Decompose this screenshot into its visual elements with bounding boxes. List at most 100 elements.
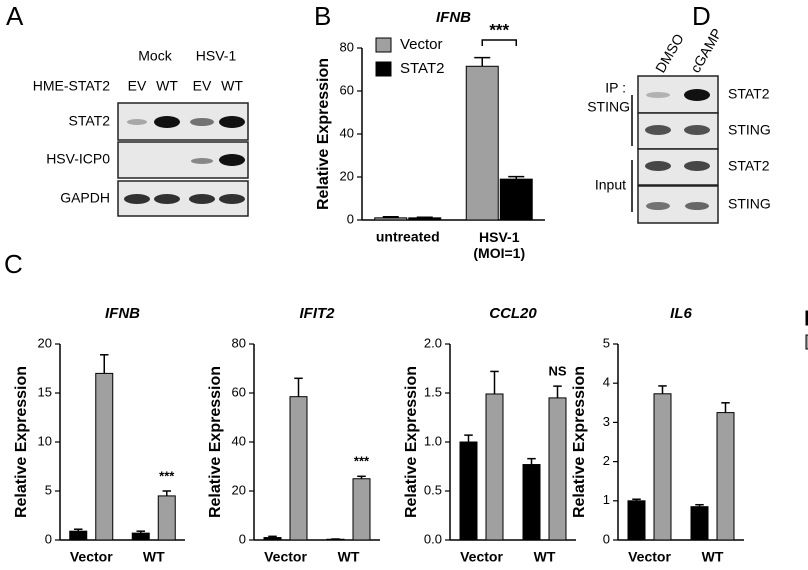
y-tick-label: 1: [603, 492, 610, 507]
band: [190, 118, 214, 126]
y-tick-label: 80: [232, 335, 246, 350]
error-bar: [474, 56, 491, 67]
x-tick-label: Vector: [628, 549, 671, 565]
band-label: STAT2: [728, 158, 770, 174]
error-bar: [74, 528, 83, 532]
legend-swatch: [375, 37, 392, 53]
error-bar: [553, 385, 562, 398]
y-tick-label: 0.0: [424, 531, 442, 546]
bar: [548, 397, 567, 541]
bar: [263, 537, 282, 541]
y-tick-label: 5: [603, 335, 610, 350]
bar: [408, 217, 442, 221]
y-tick-label: 0: [239, 531, 246, 546]
bar: [289, 396, 308, 541]
bar: [653, 393, 672, 541]
legend-label: Vector: [400, 36, 443, 53]
error-bar: [632, 498, 641, 501]
legend-swatch: [375, 61, 392, 77]
x-tick-label: Vector: [460, 549, 503, 565]
band: [646, 202, 670, 210]
bar: [522, 464, 541, 541]
panel-label: B: [314, 1, 331, 31]
band-label: STING: [728, 122, 771, 138]
y-tick-label: 2: [603, 453, 610, 468]
band: [645, 125, 671, 135]
input-label: Input: [595, 177, 626, 193]
row-label: HME-STAT2: [33, 78, 110, 94]
band: [124, 194, 150, 204]
y-tick-label: 3: [603, 414, 610, 429]
x-tick-label: Vector: [70, 549, 113, 565]
lane-label: WT: [156, 78, 178, 94]
band-label: STAT2: [728, 86, 770, 102]
error-bar: [382, 216, 399, 218]
x-tick-label: WT: [338, 549, 360, 565]
bar: [157, 495, 176, 541]
y-axis-label: Relative Expression: [13, 366, 30, 518]
y-tick-label: 60: [340, 82, 354, 97]
bar: [485, 393, 504, 541]
y-tick-label: 0: [45, 531, 52, 546]
error-bar: [136, 530, 145, 534]
error-bar: [162, 490, 171, 496]
lane-label: WT: [221, 78, 243, 94]
error-bar: [357, 475, 366, 479]
bar: [69, 530, 88, 541]
error-bar: [658, 385, 667, 394]
chart-title: IFNB: [105, 305, 140, 322]
error-bar: [100, 354, 109, 374]
error-bar: [416, 216, 433, 218]
band: [645, 161, 671, 171]
error-bar: [508, 175, 525, 180]
y-tick-label: 1.0: [424, 433, 442, 448]
error-bar: [464, 434, 473, 442]
x-tick-label: WT: [534, 549, 556, 565]
legend-swatch: [805, 334, 808, 350]
band: [646, 92, 670, 98]
band: [219, 154, 245, 166]
bar: [95, 372, 114, 541]
y-tick-label: 15: [38, 384, 52, 399]
error-bar: [721, 402, 730, 413]
band-label: STING: [728, 196, 771, 212]
band: [219, 194, 245, 204]
chart-title: IFNB: [436, 9, 471, 26]
bracket: [481, 39, 517, 46]
x-tick-label: Vector: [264, 549, 307, 565]
bar: [499, 178, 533, 221]
y-tick-label: 2.0: [424, 335, 442, 350]
band: [154, 194, 180, 204]
band: [127, 119, 147, 125]
band: [684, 161, 710, 171]
band-label: HSV-ICP0: [46, 151, 110, 167]
y-tick-label: 1.5: [424, 384, 442, 399]
bar: [131, 532, 150, 541]
chart-title: IFIT2: [299, 305, 335, 322]
significance: NS: [548, 364, 566, 379]
error-bar: [294, 377, 303, 397]
significance: ***: [489, 20, 509, 39]
lane-label: EV: [128, 78, 147, 94]
y-tick-label: 0.5: [424, 482, 442, 497]
x-tick-label: HSV-1 (MOI=1): [473, 229, 525, 261]
legend-label: STAT2: [400, 60, 444, 77]
panel-label: D: [692, 1, 711, 31]
y-tick-label: 5: [45, 482, 52, 497]
legend-swatch: [805, 310, 808, 326]
error-bar: [695, 503, 704, 507]
x-tick-label: WT: [143, 549, 165, 565]
bar: [465, 65, 499, 221]
error-bar: [490, 370, 499, 394]
x-tick-label: WT: [702, 549, 724, 565]
group-label: HSV-1: [196, 48, 237, 64]
y-tick-label: 40: [232, 433, 246, 448]
group-label: Mock: [138, 48, 172, 64]
bar: [690, 506, 709, 541]
y-axis-label: Relative Expression: [207, 366, 224, 518]
blot-d: DMSO cGAMP STAT2 STING STAT2 STING IP : …: [587, 26, 771, 224]
chart-title: CCL20: [489, 305, 537, 322]
y-tick-label: 0: [603, 531, 610, 546]
bar: [374, 217, 408, 221]
